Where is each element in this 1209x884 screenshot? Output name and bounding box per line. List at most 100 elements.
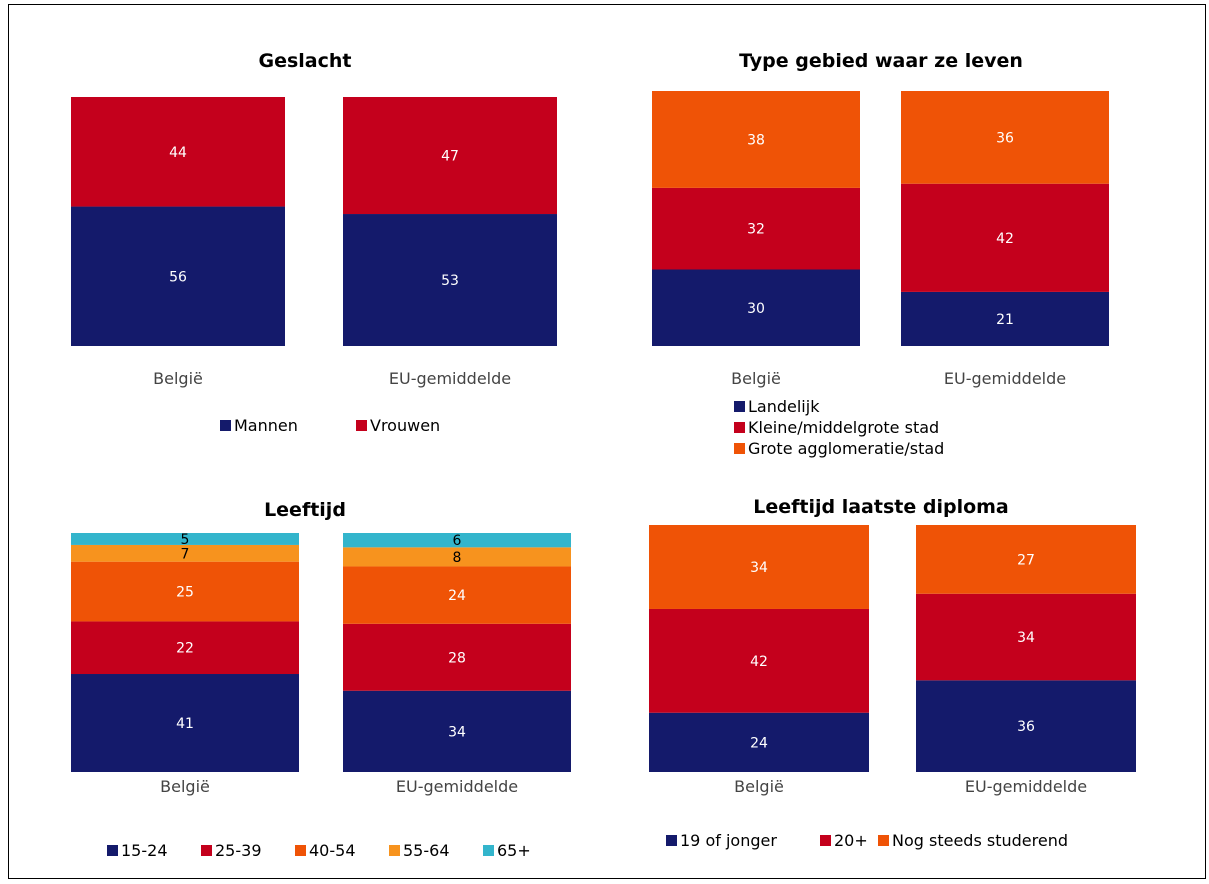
legend-swatch-40-54 <box>295 845 306 856</box>
bar-segment-landelijk <box>901 291 1109 346</box>
bar-segment-grote-agglomeratie-stad <box>901 91 1109 184</box>
legend-swatch-25-39 <box>201 845 212 856</box>
legend-swatch-nog-steeds-studerend <box>878 835 889 846</box>
bar-segment-25-39 <box>343 623 571 691</box>
bar-segment-kleine-middelgrote-stad <box>652 187 860 270</box>
bar-segment-55-64 <box>71 544 299 562</box>
data-label: 25 <box>176 585 194 601</box>
bar-segment-kleine-middelgrote-stad <box>901 183 1109 292</box>
chart-title: Leeftijd laatste diploma <box>753 496 1009 518</box>
legend-label-grote-agglomeratie-stad: Grote agglomeratie/stad <box>748 439 944 458</box>
legend-swatch-mannen <box>220 420 231 431</box>
bar-segment-landelijk <box>652 269 860 346</box>
chart-title: Geslacht <box>259 50 352 72</box>
chart-title: Leeftijd <box>264 499 346 521</box>
bar-segment-mannen <box>71 206 285 346</box>
category-label: EU-gemiddelde <box>965 777 1087 796</box>
legend-label-25-39: 25-39 <box>215 841 262 860</box>
data-label: 41 <box>176 716 194 732</box>
category-label: EU-gemiddelde <box>396 777 518 796</box>
data-label: 53 <box>441 273 459 289</box>
bar-segment-nog-steeds-studerend <box>916 525 1136 594</box>
chart-frame: Geslacht 56 44 België 53 47 EU-gemiddelde Manne… <box>8 4 1206 879</box>
bar-segment-19-of-jonger <box>916 680 1136 772</box>
category-label: België <box>734 777 784 796</box>
category-label: EU-gemiddelde <box>389 369 511 388</box>
data-label: 56 <box>169 269 187 285</box>
bar-segment-20 <box>649 608 869 713</box>
category-label: België <box>160 777 210 796</box>
bar-segment-55-64 <box>343 547 571 567</box>
data-label: 38 <box>747 132 765 148</box>
data-label: 7 <box>181 546 190 562</box>
data-label: 34 <box>448 724 466 740</box>
legend-label-55-64: 55-64 <box>403 841 450 860</box>
data-label: 36 <box>996 130 1014 146</box>
legend-swatch-55-64 <box>389 845 400 856</box>
bar-segment-40-54 <box>343 566 571 624</box>
data-label: 44 <box>169 145 187 161</box>
bar-segment-65 <box>71 533 299 545</box>
legend-swatch-kleine-middelgrote-stad <box>734 422 745 433</box>
legend-label-landelijk: Landelijk <box>748 397 820 416</box>
bar-segment-grote-agglomeratie-stad <box>652 91 860 188</box>
data-label: 47 <box>441 149 459 165</box>
legend-label-nog-steeds-studerend: Nog steeds studerend <box>892 831 1068 850</box>
legend-label-kleine-middelgrote-stad: Kleine/middelgrote stad <box>748 418 939 437</box>
legend-swatch-15-24 <box>107 845 118 856</box>
data-label: 42 <box>750 654 768 670</box>
data-label: 6 <box>453 533 462 549</box>
chart-geslacht: Geslacht 56 44 België 53 47 EU-gemiddelde Manne… <box>71 50 557 435</box>
data-label: 5 <box>181 532 190 548</box>
legend-label-19-of-jonger: 19 of jonger <box>680 831 777 850</box>
data-label: 24 <box>750 735 768 751</box>
legend: 15-24 25-39 40-54 55-64 65+ <box>107 841 531 860</box>
legend-label-65: 65+ <box>497 841 531 860</box>
category-label: EU-gemiddelde <box>944 369 1066 388</box>
chart-type-gebied-waar-ze-leven: Type gebied waar ze leven 30 32 38 België 21 4… <box>652 50 1109 458</box>
data-label: 27 <box>1017 552 1035 568</box>
data-label: 42 <box>996 231 1014 247</box>
legend: Landelijk Kleine/middelgrote stad Grote ag… <box>734 397 944 458</box>
legend-swatch-vrouwen <box>356 420 367 431</box>
legend-label-40-54: 40-54 <box>309 841 356 860</box>
bar-segment-65 <box>343 533 571 548</box>
chart-leeftijd-laatste-diploma: Leeftijd laatste diploma 24 42 34 België 36 34… <box>649 496 1136 850</box>
bar-segment-19-of-jonger <box>649 712 869 772</box>
legend-label-20: 20+ <box>834 831 868 850</box>
legend-label-mannen: Mannen <box>234 416 298 435</box>
bar-segment-nog-steeds-studerend <box>649 525 869 609</box>
bar-segment-vrouwen <box>71 97 285 207</box>
legend: 19 of jonger 20+ Nog steeds studerend <box>666 831 1068 850</box>
category-label: België <box>731 369 781 388</box>
legend-swatch-20 <box>820 835 831 846</box>
data-label: 32 <box>747 222 765 238</box>
legend-swatch-19-of-jonger <box>666 835 677 846</box>
bar-segment-vrouwen <box>343 97 557 215</box>
data-label: 30 <box>747 301 765 317</box>
data-label: 24 <box>448 588 466 604</box>
chart-leeftijd: Leeftijd 41 22 25 75 België 34 28 24 86 EU-gemidde… <box>71 499 571 860</box>
legend-swatch-65 <box>483 845 494 856</box>
data-label: 28 <box>448 650 466 666</box>
bar-segment-25-39 <box>71 621 299 675</box>
data-label: 36 <box>1017 719 1035 735</box>
data-label: 34 <box>1017 630 1035 646</box>
bar-segment-40-54 <box>71 561 299 622</box>
legend: Mannen Vrouwen <box>220 416 440 435</box>
data-label: 22 <box>176 641 194 657</box>
bar-segment-mannen <box>343 214 557 346</box>
legend-label-vrouwen: Vrouwen <box>370 416 440 435</box>
category-label: België <box>153 369 203 388</box>
legend-label-15-24: 15-24 <box>121 841 168 860</box>
legend-swatch-landelijk <box>734 401 745 412</box>
chart-title: Type gebied waar ze leven <box>739 50 1023 72</box>
bar-segment-20 <box>916 593 1136 681</box>
legend-swatch-grote-agglomeratie-stad <box>734 443 745 454</box>
data-label: 21 <box>996 312 1014 328</box>
bar-segment-15-24 <box>343 690 571 772</box>
data-label: 34 <box>750 560 768 576</box>
bar-segment-15-24 <box>71 674 299 772</box>
data-label: 8 <box>453 550 462 566</box>
charts-canvas: Geslacht5644België5347EU-gemiddeldeManne… <box>71 50 1136 860</box>
